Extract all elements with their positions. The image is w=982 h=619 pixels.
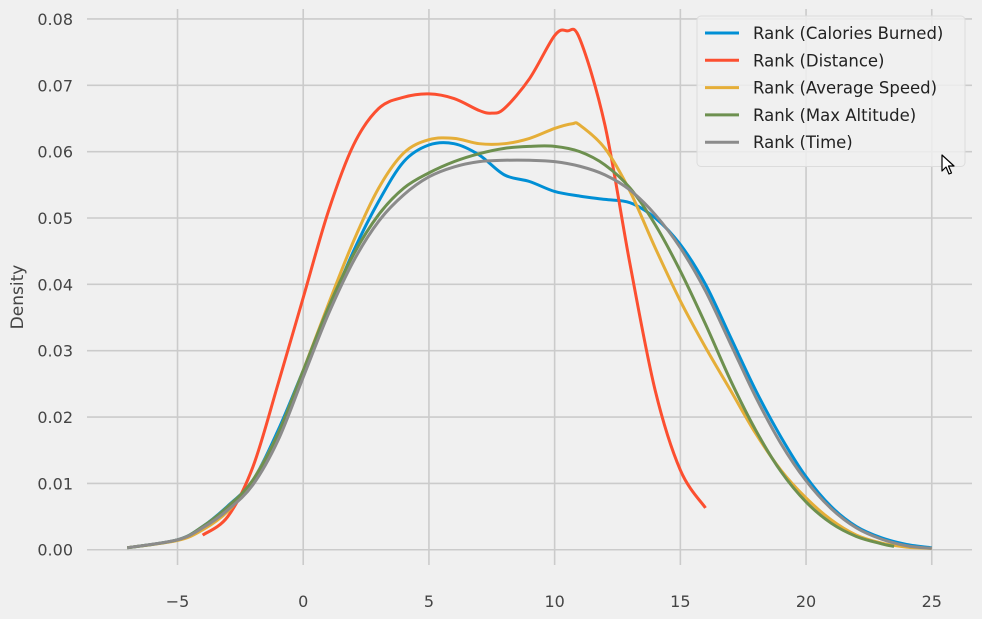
y-tick-label: 0.06 — [37, 143, 73, 162]
grid — [87, 9, 972, 565]
legend-label: Rank (Average Speed) — [753, 79, 937, 98]
series-line-rank-distance — [201, 27, 707, 537]
x-axis-ticks: −5 0 5 10 15 20 25 — [166, 592, 942, 611]
y-axis-label: Density — [8, 265, 28, 330]
series-line-rank-max-altitude — [126, 144, 895, 550]
legend-label: Rank (Calories Burned) — [753, 24, 943, 43]
y-tick-label: 0.08 — [37, 10, 73, 29]
y-tick-label: 0.02 — [37, 408, 73, 427]
y-tick-label: 0.01 — [37, 474, 73, 493]
y-tick-label: 0.04 — [37, 275, 73, 294]
y-tick-label: 0.03 — [37, 342, 73, 361]
legend-label: Rank (Distance) — [753, 51, 885, 70]
y-tick-label: 0.05 — [37, 209, 73, 228]
x-tick-label: −5 — [166, 592, 190, 611]
x-tick-label: 25 — [922, 592, 942, 611]
x-tick-label: 15 — [670, 592, 690, 611]
legend-box — [696, 15, 966, 167]
series-line-rank-time — [126, 158, 932, 550]
x-tick-label: 5 — [424, 592, 434, 611]
legend-label: Rank (Time) — [753, 133, 853, 152]
density-lines — [126, 27, 932, 550]
mouse-pointer-icon — [941, 154, 955, 175]
y-axis-ticks: 0.00 0.01 0.02 0.03 0.04 0.05 0.06 0.07 0.08 — [37, 10, 73, 560]
x-tick-label: 0 — [298, 592, 308, 611]
x-tick-label: 20 — [796, 592, 816, 611]
x-tick-label: 10 — [544, 592, 564, 611]
y-tick-label: 0.07 — [37, 76, 73, 95]
legend-label: Rank (Max Altitude) — [753, 106, 916, 125]
legend: Rank (Calories Burned) Rank (Distance) Ran… — [696, 15, 966, 167]
y-tick-label: 0.00 — [37, 541, 73, 560]
